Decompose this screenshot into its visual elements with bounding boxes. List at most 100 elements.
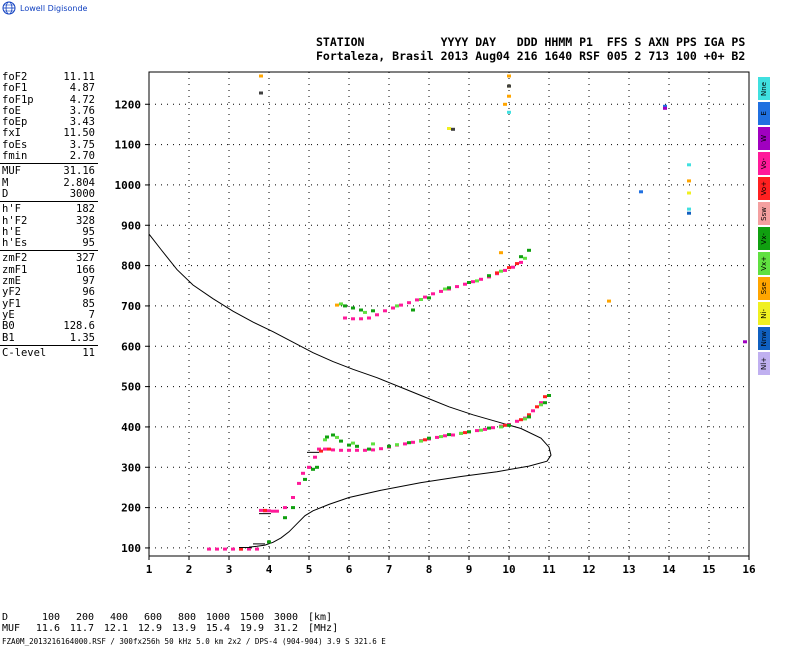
echo-point [431, 292, 435, 296]
echo-point [307, 465, 311, 469]
legend-label: E [760, 111, 768, 116]
param-value: 97 [82, 275, 95, 288]
echo-point [415, 298, 419, 302]
echo-point [231, 547, 235, 551]
echo-point [447, 127, 451, 130]
x-tick-label: 7 [386, 563, 393, 576]
echo-point [283, 506, 287, 510]
legend-swatch: E [758, 102, 770, 125]
echo-point [447, 286, 451, 290]
echo-point [371, 448, 375, 452]
d-row: D 100 200 400 600 800 1000 1500 3000 [km] [2, 612, 358, 623]
y-tick-label: 1200 [115, 98, 142, 111]
electron-density-profile [148, 233, 552, 548]
param-name: h'F [2, 203, 21, 216]
param-row: foEs 3.75 [0, 139, 98, 151]
param-name: B0 [2, 320, 15, 333]
plot-frame [148, 71, 750, 557]
y-tick-label: 900 [121, 219, 141, 232]
param-row: D 3000 [0, 188, 98, 200]
echo-point [363, 448, 367, 452]
echo-point [515, 419, 519, 423]
echo-point [319, 449, 323, 453]
echo-point [297, 481, 301, 485]
param-name: zmF2 [2, 252, 28, 265]
echo-point [519, 255, 523, 259]
echo-point [451, 127, 455, 131]
echo-point [313, 455, 317, 459]
echo-point [359, 308, 363, 312]
muf-unit: [MHz] [308, 623, 339, 634]
echo-point [311, 467, 315, 471]
x-tick-label: 14 [662, 563, 676, 576]
param-row: h'E 95 [0, 226, 98, 238]
legend-label: Vo+ [760, 181, 768, 196]
echo-point [543, 401, 547, 405]
param-name: C-level [2, 346, 47, 359]
param-name: h'Es [2, 237, 28, 250]
x-tick-label: 1 [146, 563, 153, 576]
echo-point [275, 509, 279, 513]
param-name: yF2 [2, 286, 21, 299]
param-row: yE 7 [0, 309, 98, 321]
echo-point [499, 269, 503, 273]
legend-swatch: Ni- [758, 302, 770, 325]
param-name: foF2 [2, 71, 28, 83]
echo-point [259, 508, 263, 512]
echo-points-layer [207, 74, 747, 551]
echo-point [419, 439, 423, 443]
echo-point [359, 317, 363, 321]
echo-point [503, 102, 507, 106]
param-row: B0 128.6 [0, 320, 98, 333]
param-separator [0, 201, 98, 203]
echo-point [527, 415, 531, 419]
echo-point [687, 191, 691, 195]
echo-point [467, 281, 471, 284]
muf-table: D 100 200 400 600 800 1000 1500 3000 [km] MUF 11.6… [2, 612, 358, 634]
echo-point [639, 190, 643, 194]
x-tick-label: 5 [306, 563, 313, 576]
echo-point [343, 316, 347, 320]
echo-point [743, 340, 747, 344]
logo-text: Lowell Digisonde [20, 3, 88, 13]
echo-point [507, 84, 511, 88]
echo-point [687, 211, 691, 215]
param-row: foE 3.76 [0, 104, 98, 117]
param-name: h'F2 [2, 214, 28, 227]
param-row: foF2 11.11 [0, 71, 98, 83]
polarization-legend: Nne E W Vo- Vo+ Ssw Vx- Vx+ Sse Ni- Nnw Nl+ [758, 77, 770, 377]
echo-point [407, 441, 411, 445]
echo-point [499, 425, 503, 429]
echo-point [443, 434, 447, 438]
legend-swatch: Vx+ [758, 252, 770, 275]
echo-point [339, 448, 343, 452]
echo-point [439, 289, 443, 293]
globe-icon [2, 1, 16, 15]
y-tick-label: 400 [121, 421, 141, 434]
echo-point [427, 296, 431, 300]
echo-point [379, 447, 383, 451]
legend-label: Sse [760, 282, 768, 295]
x-tick-label: 11 [542, 563, 556, 576]
echo-point [463, 282, 467, 286]
echo-point [403, 442, 407, 446]
echo-point [507, 110, 511, 114]
distance-value: 800 [177, 612, 196, 623]
muf-value: 15.4 [205, 623, 230, 634]
echo-point [335, 435, 339, 439]
echo-point [223, 547, 227, 551]
distance-value: 400 [109, 612, 128, 623]
echo-point [355, 448, 359, 452]
param-name: zmF1 [2, 263, 28, 276]
header-values-line: Fortaleza, Brasil 2013 Aug04 216 1640 RS… [316, 49, 746, 63]
param-name: B1 [2, 331, 15, 344]
param-value: 3.76 [69, 104, 95, 117]
legend-swatch: Vo- [758, 152, 770, 175]
echo-point [331, 448, 335, 452]
echo-point [487, 274, 491, 278]
echo-point [507, 266, 511, 270]
echo-point [451, 433, 455, 437]
legend-label: Vx- [760, 232, 768, 245]
echo-point [427, 436, 431, 440]
legend-swatch: Vx- [758, 227, 770, 250]
